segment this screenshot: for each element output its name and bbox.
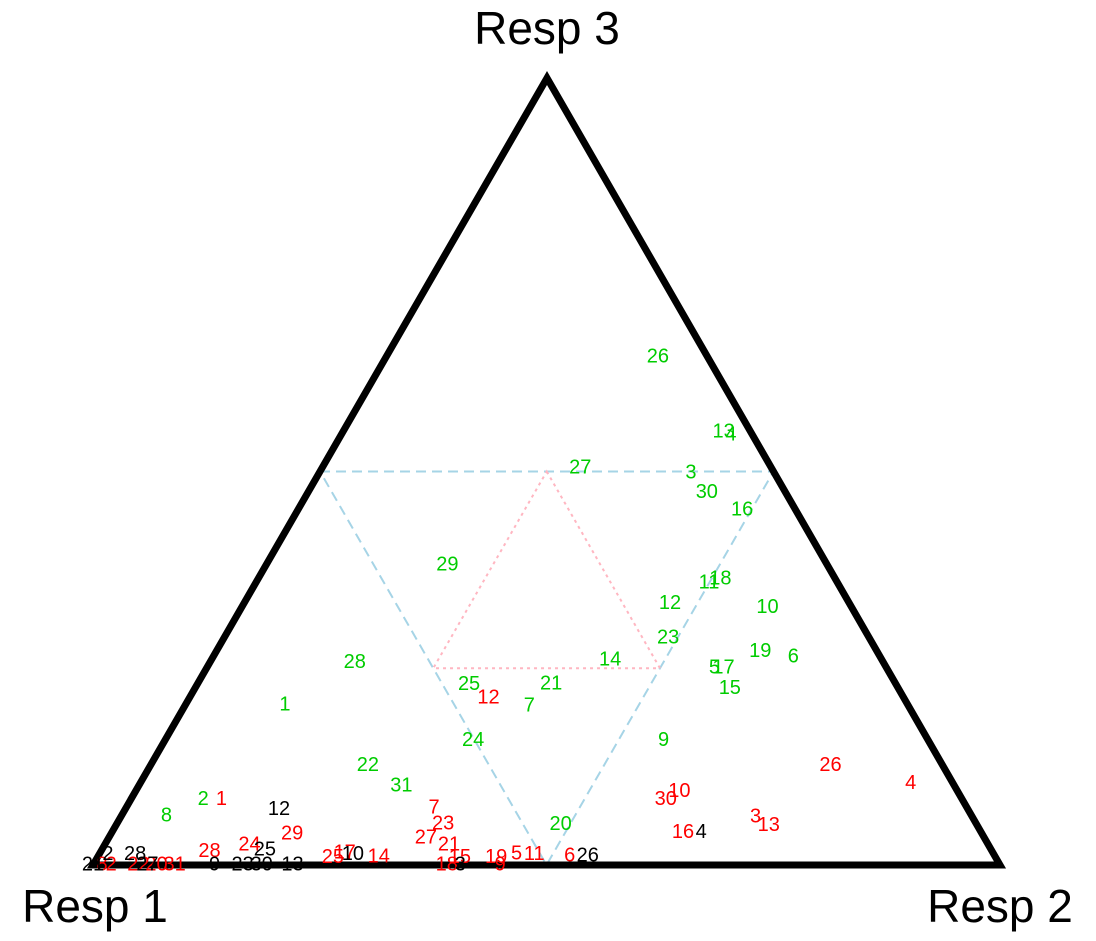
point-label: 13 (713, 420, 735, 442)
point-label: 30 (696, 481, 718, 503)
point-label: 3 (750, 805, 761, 827)
point-label: 27 (569, 457, 591, 479)
point-label: 26 (577, 845, 599, 867)
point-label: 26 (647, 346, 669, 368)
point-label: 23 (657, 627, 679, 649)
axis-label: Resp 3 (474, 2, 620, 54)
point-label: 5 (511, 842, 522, 864)
point-label: 22 (357, 754, 379, 776)
point-label: 9 (495, 853, 506, 875)
point-label: 30 (655, 788, 677, 810)
point-label: 23 (232, 853, 254, 875)
point-label: 6 (788, 646, 799, 668)
point-label: 24 (462, 729, 484, 751)
point-label: 13 (281, 853, 303, 875)
point-label: 25 (458, 673, 480, 695)
point-label: 16 (731, 498, 753, 520)
point-label: 17 (712, 657, 734, 679)
point-label: 3 (685, 461, 696, 483)
point-label: 3 (455, 853, 466, 875)
point-label: 4 (725, 424, 736, 446)
point-label: 25 (322, 846, 344, 868)
point-label: 25 (254, 838, 276, 860)
point-label: 26 (819, 754, 841, 776)
point-label: 28 (198, 840, 220, 862)
axis-label: Resp 1 (22, 880, 168, 932)
point-label: 21 (82, 853, 104, 875)
point-label: 2 (106, 853, 117, 875)
point-label: 12 (659, 592, 681, 614)
axis-label: Resp 2 (927, 880, 1073, 932)
point-label: 18 (709, 568, 731, 590)
point-label: 5 (709, 657, 720, 679)
point-label: 8 (97, 853, 108, 875)
triangle (86, 70, 1007, 869)
point-label: 6 (564, 845, 575, 867)
point-label: 10 (668, 780, 690, 802)
point-label: 12 (268, 798, 290, 820)
point-label: 20 (145, 853, 167, 875)
point-label: 19 (749, 640, 771, 662)
point-label: 9 (658, 729, 669, 751)
point-label: 15 (719, 677, 741, 699)
guide-inner (431, 469, 662, 670)
point-label: 28 (124, 843, 146, 865)
point-label: 27 (415, 827, 437, 849)
point-label: 28 (344, 651, 366, 673)
point-label: 1 (216, 788, 227, 810)
point-label: 2 (198, 788, 209, 810)
point-label: 27 (136, 853, 158, 875)
point-label: 17 (334, 841, 356, 863)
point-label: 14 (599, 649, 621, 671)
point-label: 7 (524, 694, 535, 716)
point-label: 20 (549, 813, 571, 835)
point-label: 18 (436, 853, 458, 875)
point-label: 1 (279, 694, 290, 716)
point-label: 21 (438, 834, 460, 856)
point-label: 11 (524, 843, 545, 865)
point-label: 9 (209, 853, 220, 875)
point-label: 24 (238, 834, 260, 856)
point-label: 16 (672, 821, 694, 843)
point-label: 2 (102, 843, 113, 865)
point-label: 21 (540, 672, 562, 694)
point-label: 8 (161, 804, 172, 826)
point-label: 10 (342, 843, 364, 865)
point-label: 22 (127, 853, 149, 875)
point-label: 31 (164, 853, 186, 875)
point-label: 15 (449, 846, 471, 868)
point-label: 14 (368, 845, 390, 867)
point-label: 10 (756, 596, 778, 618)
point-label: 4 (696, 821, 707, 843)
point-label: 13 (758, 814, 780, 836)
guide-outer (318, 470, 776, 868)
point-label: 31 (390, 775, 412, 797)
point-label: 12 (477, 686, 499, 708)
point-label: 19 (485, 846, 507, 868)
point-label: 4 (905, 772, 916, 794)
point-label: 29 (436, 553, 458, 575)
point-label: 29 (281, 823, 303, 845)
point-label: 11 (699, 572, 720, 594)
point-label: 7 (429, 797, 440, 819)
point-label: 23 (432, 812, 454, 834)
point-label: 30 (251, 853, 273, 875)
